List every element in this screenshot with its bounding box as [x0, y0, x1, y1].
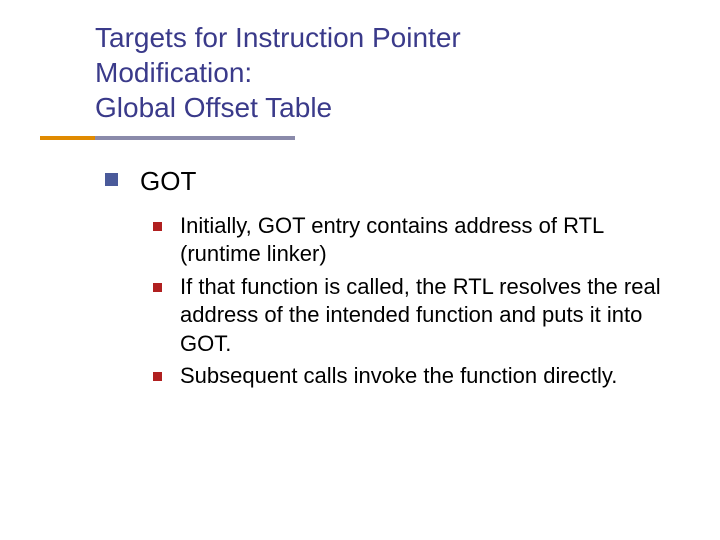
square-bullet-icon	[153, 372, 162, 381]
title-line-1: Targets for Instruction Pointer	[95, 20, 655, 55]
list-item-lvl2: Subsequent calls invoke the function dir…	[153, 362, 675, 391]
list-item-lvl1: GOT	[105, 165, 675, 198]
list-item-lvl2: If that function is called, the RTL reso…	[153, 273, 675, 359]
list-lvl2: Initially, GOT entry contains address of…	[153, 212, 675, 392]
slide-body: GOT Initially, GOT entry contains addres…	[105, 165, 675, 395]
square-bullet-icon	[153, 283, 162, 292]
title-underline	[0, 136, 720, 140]
title-line-2: Modification:	[95, 55, 655, 90]
underline-main	[95, 136, 295, 140]
lvl1-text: GOT	[140, 165, 196, 198]
list-item-lvl2: Initially, GOT entry contains address of…	[153, 212, 675, 269]
lvl2-text: If that function is called, the RTL reso…	[180, 273, 675, 359]
square-bullet-icon	[105, 173, 118, 186]
square-bullet-icon	[153, 222, 162, 231]
title-line-3: Global Offset Table	[95, 90, 655, 125]
lvl2-text: Initially, GOT entry contains address of…	[180, 212, 675, 269]
slide-title: Targets for Instruction Pointer Modifica…	[95, 20, 655, 125]
slide: Targets for Instruction Pointer Modifica…	[0, 0, 720, 540]
underline-accent	[40, 136, 95, 140]
lvl2-text: Subsequent calls invoke the function dir…	[180, 362, 617, 391]
